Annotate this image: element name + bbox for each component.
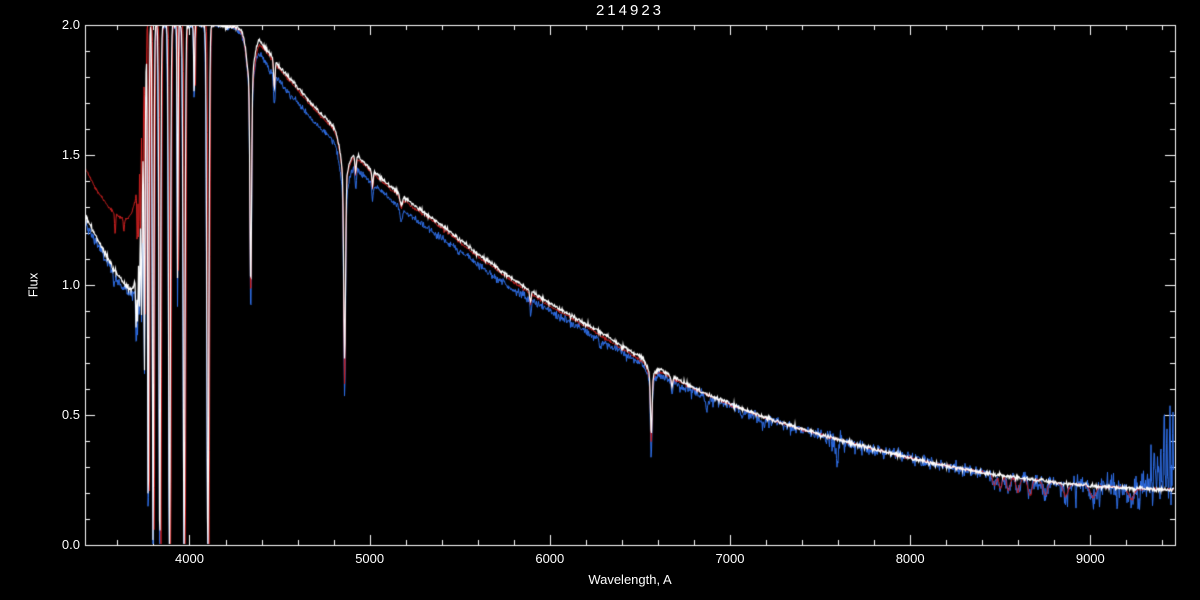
x-tick-label: 9000	[1075, 551, 1105, 566]
x-axis-label: Wavelength, A	[588, 572, 672, 587]
x-tick-label: 6000	[535, 551, 565, 566]
x-tick-label: 4000	[175, 551, 204, 566]
x-tick-label: 7000	[715, 551, 745, 566]
x-tick-label: 5000	[355, 551, 385, 566]
y-tick-label: 2.0	[61, 17, 80, 32]
y-tick-label: 1.0	[61, 277, 80, 292]
y-tick-label: 0.5	[61, 407, 80, 422]
y-tick-label: 0.0	[61, 537, 80, 552]
y-tick-label: 1.5	[61, 147, 80, 162]
x-tick-label: 8000	[895, 551, 925, 566]
chart-title: 214923	[595, 2, 665, 19]
